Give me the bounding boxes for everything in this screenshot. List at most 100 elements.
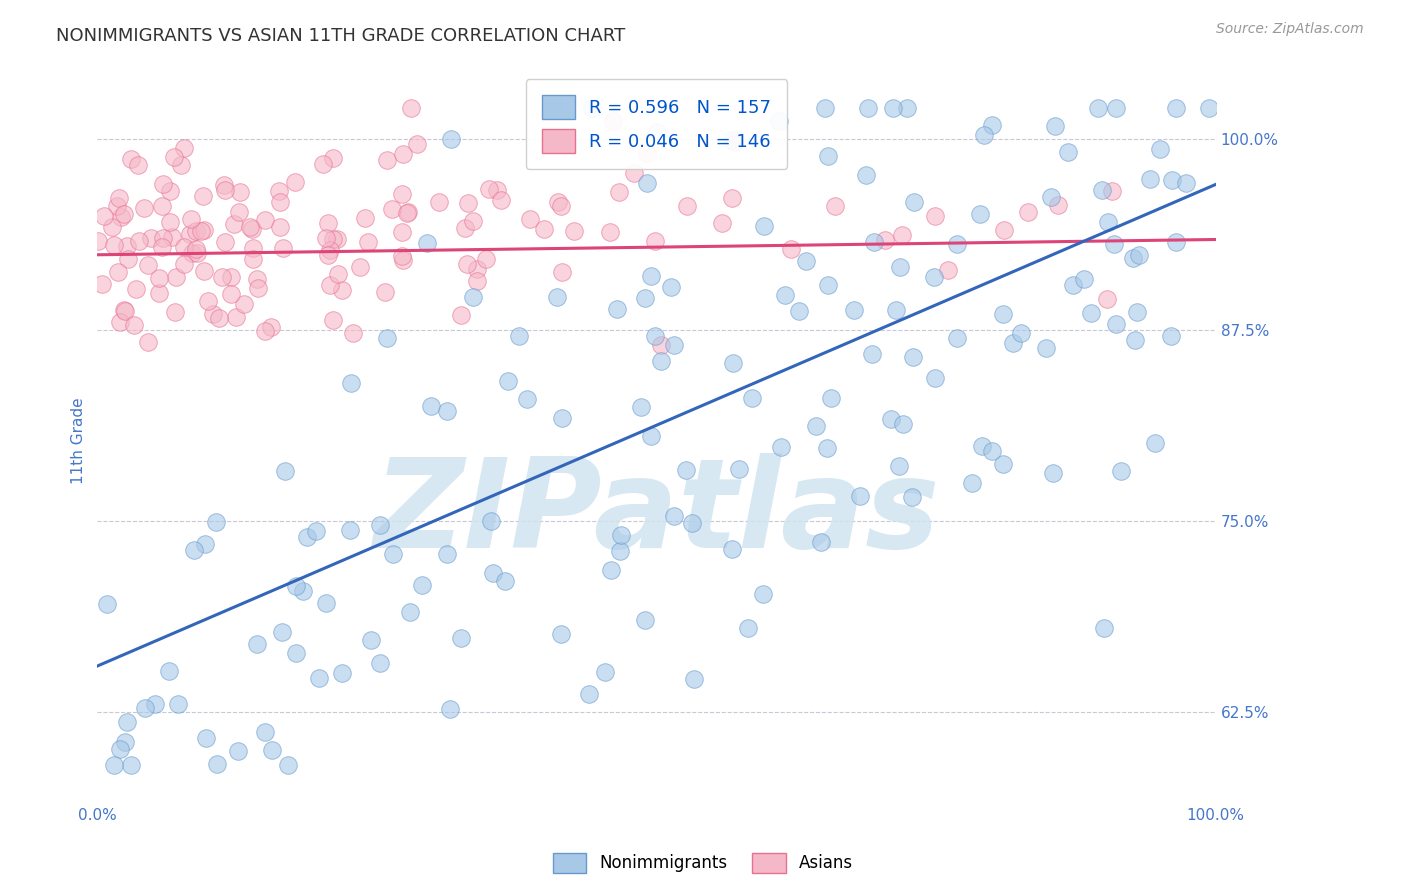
Point bbox=[1128, 248, 1150, 262]
Point bbox=[606, 301, 628, 316]
Point bbox=[125, 281, 148, 295]
Point bbox=[254, 725, 277, 739]
Point bbox=[157, 664, 180, 678]
Point bbox=[226, 744, 249, 758]
Point bbox=[551, 265, 574, 279]
Point bbox=[228, 186, 250, 200]
Point bbox=[533, 221, 555, 235]
Point bbox=[1017, 204, 1039, 219]
Point bbox=[675, 463, 697, 477]
Point bbox=[993, 223, 1015, 237]
Point bbox=[368, 656, 391, 670]
Point bbox=[112, 303, 135, 318]
Point bbox=[105, 199, 128, 213]
Point bbox=[1101, 185, 1123, 199]
Point bbox=[87, 234, 110, 248]
Point bbox=[232, 297, 254, 311]
Point bbox=[1109, 464, 1132, 478]
Point bbox=[481, 566, 503, 580]
Point bbox=[349, 260, 371, 274]
Point bbox=[100, 220, 122, 235]
Point bbox=[201, 307, 224, 321]
Point bbox=[254, 213, 277, 227]
Point bbox=[710, 216, 733, 230]
Point bbox=[330, 665, 353, 680]
Point bbox=[860, 347, 883, 361]
Point bbox=[322, 151, 344, 165]
Point bbox=[599, 225, 621, 239]
Point bbox=[891, 228, 914, 243]
Point bbox=[681, 516, 703, 530]
Point bbox=[924, 209, 946, 223]
Point bbox=[1102, 236, 1125, 251]
Point bbox=[440, 132, 463, 146]
Point bbox=[91, 277, 114, 292]
Point bbox=[399, 101, 422, 115]
Point bbox=[375, 153, 398, 168]
Point bbox=[193, 263, 215, 277]
Point bbox=[1035, 341, 1057, 355]
Point bbox=[664, 509, 686, 524]
Point bbox=[339, 376, 361, 390]
Point bbox=[578, 687, 600, 701]
Point bbox=[246, 636, 269, 650]
Point bbox=[120, 152, 142, 166]
Point bbox=[318, 278, 340, 293]
Point bbox=[391, 253, 413, 268]
Point bbox=[316, 216, 339, 230]
Point bbox=[682, 672, 704, 686]
Point bbox=[450, 631, 472, 645]
Point bbox=[780, 242, 803, 256]
Point bbox=[721, 542, 744, 557]
Point bbox=[551, 410, 574, 425]
Text: Source: ZipAtlas.com: Source: ZipAtlas.com bbox=[1216, 22, 1364, 37]
Point bbox=[546, 290, 568, 304]
Point bbox=[645, 125, 668, 139]
Point bbox=[194, 536, 217, 550]
Point bbox=[415, 236, 437, 251]
Point bbox=[644, 328, 666, 343]
Point bbox=[242, 252, 264, 267]
Point bbox=[636, 176, 658, 190]
Point bbox=[650, 353, 672, 368]
Point bbox=[815, 441, 838, 455]
Point bbox=[360, 632, 382, 647]
Point bbox=[630, 400, 652, 414]
Point bbox=[225, 310, 247, 324]
Point bbox=[420, 399, 443, 413]
Point bbox=[884, 302, 907, 317]
Point bbox=[186, 246, 208, 260]
Point bbox=[650, 337, 672, 351]
Point bbox=[165, 269, 187, 284]
Point bbox=[297, 529, 319, 543]
Point bbox=[260, 319, 283, 334]
Point bbox=[970, 439, 993, 453]
Point bbox=[114, 735, 136, 749]
Point bbox=[339, 523, 361, 537]
Point bbox=[108, 191, 131, 205]
Point bbox=[804, 418, 827, 433]
Point bbox=[429, 195, 451, 210]
Point bbox=[478, 181, 501, 195]
Point bbox=[1143, 435, 1166, 450]
Point bbox=[242, 241, 264, 255]
Point bbox=[212, 178, 235, 192]
Point bbox=[640, 268, 662, 283]
Point bbox=[634, 291, 657, 305]
Point bbox=[752, 587, 775, 601]
Point bbox=[392, 147, 415, 161]
Point bbox=[330, 283, 353, 297]
Point bbox=[382, 547, 405, 561]
Point bbox=[96, 597, 118, 611]
Point bbox=[180, 246, 202, 260]
Point bbox=[128, 234, 150, 248]
Point bbox=[396, 205, 419, 219]
Point bbox=[465, 274, 488, 288]
Point bbox=[391, 186, 413, 201]
Point bbox=[315, 596, 337, 610]
Point bbox=[318, 243, 340, 257]
Point bbox=[810, 535, 832, 549]
Point bbox=[136, 334, 159, 349]
Point bbox=[1105, 317, 1128, 331]
Point bbox=[274, 464, 297, 478]
